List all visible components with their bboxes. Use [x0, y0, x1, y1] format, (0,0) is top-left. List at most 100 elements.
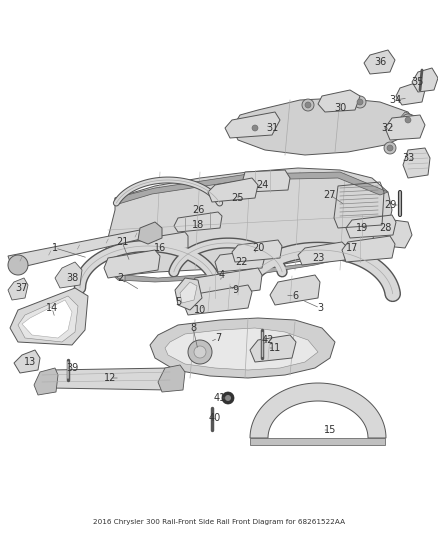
Polygon shape: [225, 112, 280, 138]
Circle shape: [405, 117, 411, 123]
Circle shape: [8, 255, 28, 275]
Polygon shape: [346, 215, 396, 238]
Text: 6: 6: [292, 291, 298, 301]
Text: 7: 7: [215, 333, 221, 343]
Polygon shape: [165, 328, 318, 370]
Polygon shape: [55, 262, 82, 288]
Polygon shape: [34, 368, 58, 395]
Text: 11: 11: [269, 343, 281, 353]
Polygon shape: [138, 222, 162, 244]
Text: 21: 21: [116, 237, 128, 247]
Polygon shape: [242, 170, 290, 192]
Polygon shape: [342, 236, 395, 262]
Text: 27: 27: [324, 190, 336, 200]
Polygon shape: [184, 285, 252, 315]
Polygon shape: [364, 50, 395, 74]
Text: 23: 23: [312, 253, 324, 263]
Polygon shape: [158, 365, 185, 392]
Polygon shape: [14, 350, 40, 373]
Polygon shape: [318, 90, 360, 112]
Polygon shape: [105, 235, 390, 282]
Circle shape: [357, 99, 363, 105]
Polygon shape: [22, 300, 72, 338]
Text: 18: 18: [192, 220, 204, 230]
Polygon shape: [298, 242, 348, 265]
Circle shape: [194, 346, 206, 358]
Text: 4: 4: [219, 270, 225, 280]
Polygon shape: [175, 278, 202, 310]
Circle shape: [222, 392, 234, 404]
Text: 26: 26: [192, 205, 204, 215]
Text: 10: 10: [194, 305, 206, 315]
Polygon shape: [215, 250, 265, 272]
Polygon shape: [232, 98, 415, 155]
Text: 34: 34: [389, 95, 401, 105]
Text: 29: 29: [384, 200, 396, 210]
Polygon shape: [403, 148, 430, 178]
Text: 32: 32: [382, 123, 394, 133]
Polygon shape: [190, 268, 262, 298]
Text: 31: 31: [266, 123, 278, 133]
Text: 17: 17: [346, 243, 358, 253]
Text: 35: 35: [412, 77, 424, 87]
Circle shape: [188, 340, 212, 364]
Text: 33: 33: [402, 153, 414, 163]
Polygon shape: [372, 218, 412, 248]
Polygon shape: [144, 232, 188, 252]
Polygon shape: [180, 282, 197, 303]
Circle shape: [387, 145, 393, 151]
Text: 20: 20: [252, 243, 264, 253]
Text: 12: 12: [104, 373, 116, 383]
Polygon shape: [108, 255, 125, 282]
Text: 13: 13: [24, 357, 36, 367]
Text: 22: 22: [236, 257, 248, 267]
Polygon shape: [115, 172, 388, 205]
Polygon shape: [18, 296, 78, 342]
Text: 8: 8: [190, 323, 196, 333]
Text: 3: 3: [317, 303, 323, 313]
Circle shape: [402, 114, 414, 126]
Polygon shape: [250, 438, 385, 445]
Text: 30: 30: [334, 103, 346, 113]
Polygon shape: [8, 278, 28, 300]
Circle shape: [384, 142, 396, 154]
Polygon shape: [10, 288, 88, 345]
Text: 14: 14: [46, 303, 58, 313]
Text: 40: 40: [209, 413, 221, 423]
Text: 36: 36: [374, 57, 386, 67]
Polygon shape: [396, 82, 425, 105]
Polygon shape: [40, 368, 178, 390]
Text: 25: 25: [232, 193, 244, 203]
Polygon shape: [208, 178, 258, 202]
Polygon shape: [270, 275, 320, 305]
Polygon shape: [250, 383, 386, 438]
Text: 15: 15: [324, 425, 336, 435]
Circle shape: [252, 125, 258, 131]
Text: 42: 42: [262, 335, 274, 345]
Text: 28: 28: [379, 223, 391, 233]
Text: 1: 1: [52, 243, 58, 253]
Text: 2: 2: [117, 273, 123, 283]
Polygon shape: [8, 230, 148, 268]
Circle shape: [305, 102, 311, 108]
Text: 5: 5: [175, 297, 181, 307]
Circle shape: [354, 96, 366, 108]
Text: 39: 39: [66, 363, 78, 373]
Polygon shape: [232, 240, 282, 262]
Polygon shape: [390, 112, 420, 138]
Polygon shape: [412, 68, 438, 92]
Polygon shape: [250, 335, 296, 362]
Text: 38: 38: [66, 273, 78, 283]
Text: 19: 19: [356, 223, 368, 233]
Polygon shape: [385, 115, 425, 140]
Polygon shape: [104, 250, 160, 278]
Circle shape: [302, 99, 314, 111]
Text: 2016 Chrysler 300 Rail-Front Side Rail Front Diagram for 68261522AA: 2016 Chrysler 300 Rail-Front Side Rail F…: [93, 519, 345, 525]
Polygon shape: [174, 212, 222, 232]
Text: 9: 9: [232, 285, 238, 295]
Text: 41: 41: [214, 393, 226, 403]
Text: 24: 24: [256, 180, 268, 190]
Polygon shape: [105, 168, 392, 275]
Text: 16: 16: [154, 243, 166, 253]
Polygon shape: [235, 118, 268, 135]
